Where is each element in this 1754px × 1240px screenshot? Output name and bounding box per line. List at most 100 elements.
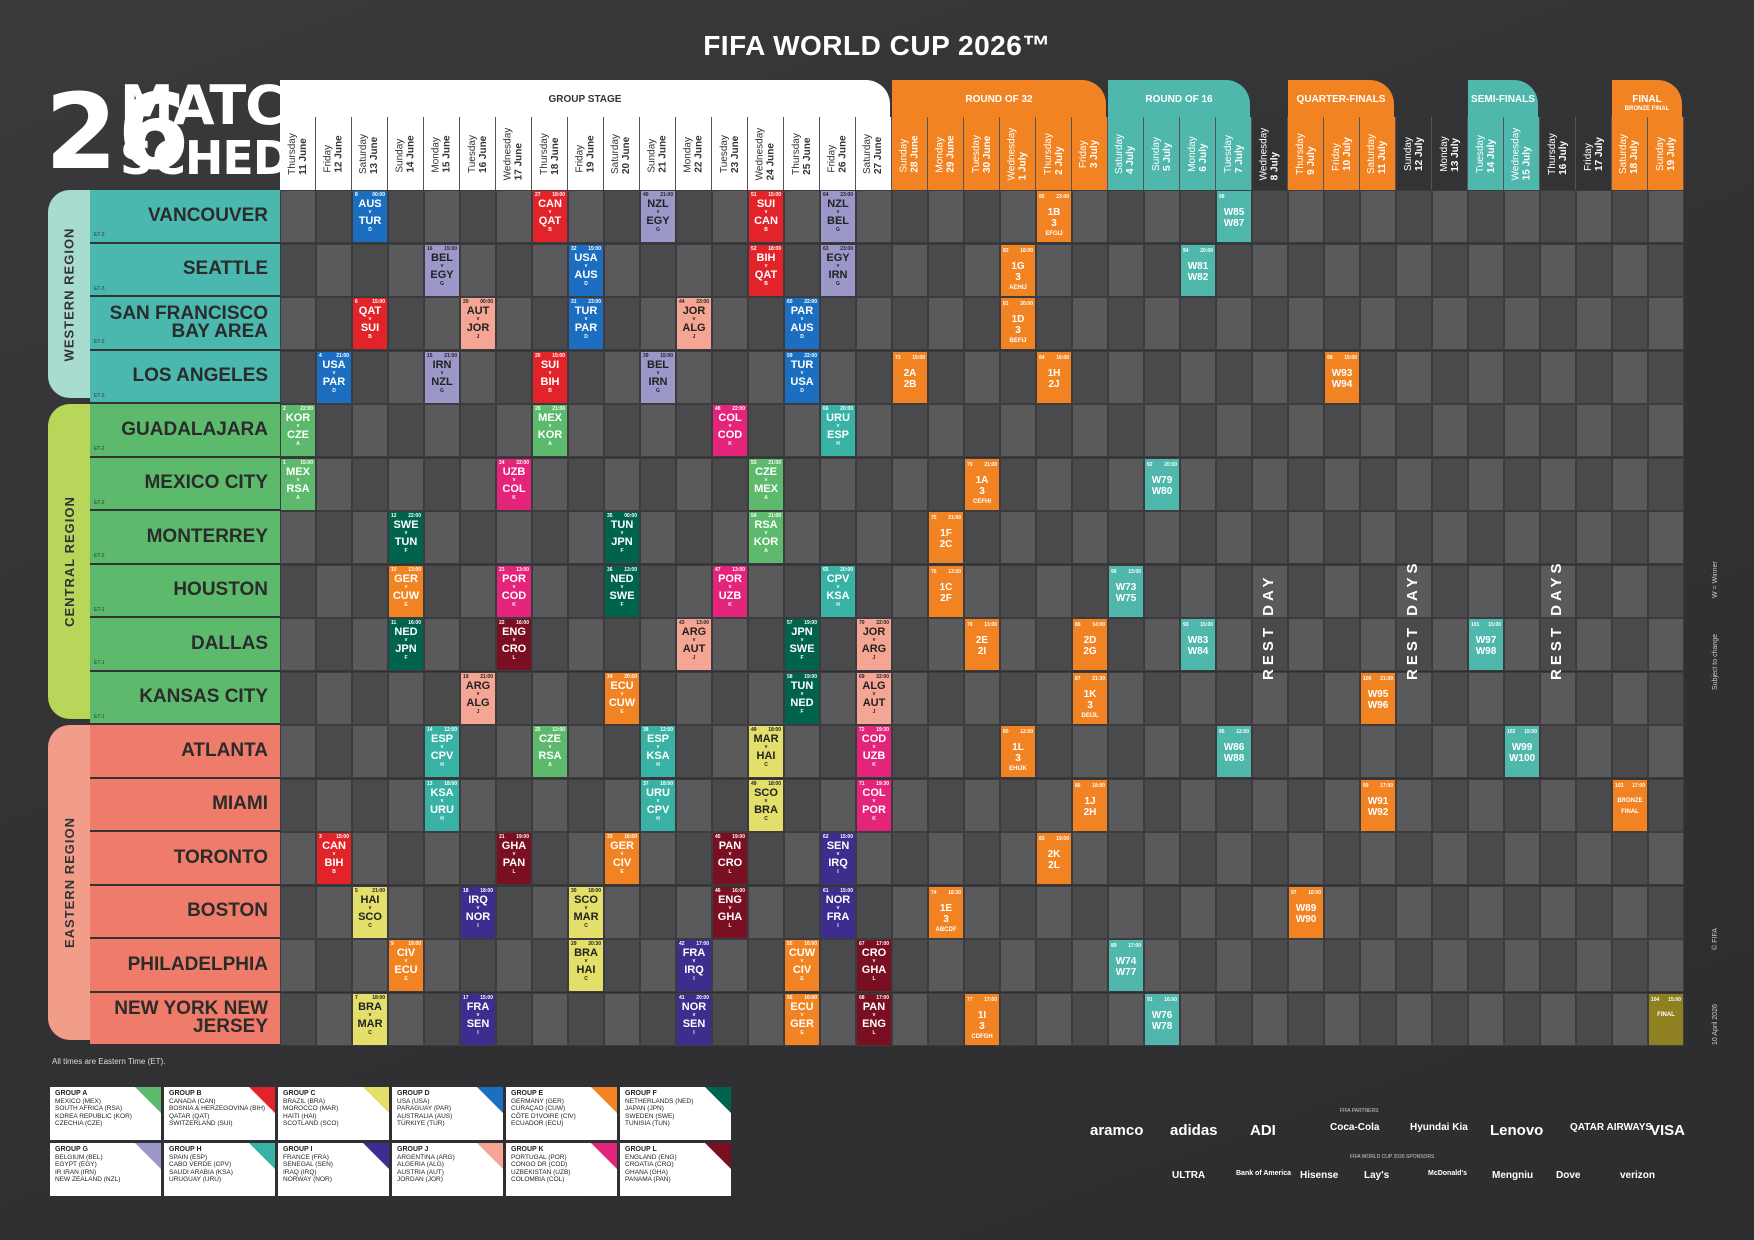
knockout-match-card[interactable]: 93 15:00 W83 W84 xyxy=(1181,619,1215,670)
group-match-card[interactable]: 47 13:00 POR v UZB K xyxy=(713,565,747,617)
group-match-card[interactable]: 49 18:00 MAR v HAI C xyxy=(749,726,783,777)
knockout-match-card[interactable]: 74 16:30 1E 3 ABCDF xyxy=(929,886,963,938)
group-match-card[interactable]: 56 16:00 ECU v GER E xyxy=(785,993,819,1045)
group-match-card[interactable]: 6 15:00 QAT v SUI B xyxy=(353,298,387,349)
group-match-card[interactable]: 49 18:00 SCO v BRA C xyxy=(749,779,783,831)
group-match-card[interactable]: 42 17:00 FRA v IRQ I xyxy=(677,940,711,991)
group-match-card[interactable]: 21 19:00 GHA v PAN L xyxy=(497,833,531,884)
knockout-match-card[interactable]: 82 16:00 1G 3 AEHIJ xyxy=(1001,244,1035,296)
knockout-match-card[interactable]: 97 16:00 W89 W90 xyxy=(1289,886,1323,938)
group-match-card[interactable]: 34 20:00 ECU v CUW E xyxy=(605,672,639,724)
knockout-match-card[interactable]: 73 15:00 2A 2B xyxy=(893,351,927,403)
group-match-card[interactable]: 37 18:00 URU v CPV H xyxy=(641,779,675,831)
group-match-card[interactable]: 9 19:00 CIV v ECU E xyxy=(389,940,423,991)
group-match-card[interactable]: 64 23:00 NZL v BEL G xyxy=(821,191,855,242)
knockout-match-card[interactable]: 86 18:00 1J 2H xyxy=(1073,779,1107,831)
group-match-card[interactable]: 52 18:00 BIH v QAT B xyxy=(749,244,783,296)
group-match-card[interactable]: 57 19:00 JPN v SWE F xyxy=(785,619,819,670)
knockout-match-card[interactable]: 80 12:00 1L 3 EHIJK xyxy=(1001,726,1035,777)
group-match-card[interactable]: 67 17:00 CRO v GHA L xyxy=(857,940,891,991)
group-match-card[interactable]: 26 15:00 SUI v BIH B xyxy=(533,351,567,403)
group-match-card[interactable]: 60 22:00 PAR v AUS D xyxy=(785,298,819,349)
knockout-match-card[interactable]: 103 17:00 BRONZE FINAL xyxy=(1613,779,1647,831)
group-match-card[interactable]: 29 20:30 BRA v HAI C xyxy=(569,940,603,991)
group-match-card[interactable]: 46 16:00 ENG v GHA L xyxy=(713,886,747,938)
group-match-card[interactable]: 62 15:00 SEN v IRQ I xyxy=(821,833,855,884)
group-match-card[interactable]: 2 22:00 KOR v CZE A xyxy=(281,405,315,456)
group-match-card[interactable]: 70 22:00 JOR v ARG J xyxy=(857,619,891,670)
knockout-match-card[interactable]: 98 15:00 W93 W94 xyxy=(1325,351,1359,403)
group-match-card[interactable]: 41 20:00 NOR v SEN I xyxy=(677,993,711,1045)
group-match-card[interactable]: 45 19:00 PAN v CRO L xyxy=(713,833,747,884)
knockout-match-card[interactable]: 92 20:00 W79 W80 xyxy=(1145,458,1179,510)
knockout-match-card[interactable]: 101 15:00 W97 W98 xyxy=(1469,619,1503,670)
group-match-card[interactable]: 23 13:00 POR v COD K xyxy=(497,565,531,617)
group-match-card[interactable]: 24 22:00 UZB v COL K xyxy=(497,458,531,510)
group-match-card[interactable]: 3 15:00 CAN v BIH B xyxy=(317,833,351,884)
knockout-match-card[interactable]: 78 13:00 2E 2I xyxy=(965,619,999,670)
group-match-card[interactable]: 19 21:00 ARG v ALG J xyxy=(461,672,495,724)
knockout-match-card[interactable]: 96 W85 W87 xyxy=(1217,191,1251,242)
group-match-card[interactable]: 44 23:00 JOR v ALG J xyxy=(677,298,711,349)
group-match-card[interactable]: 17 15:00 FRA v SEN I xyxy=(461,993,495,1045)
group-match-card[interactable]: 15 21:00 IRN v NZL G xyxy=(425,351,459,403)
group-match-card[interactable]: 4 21:00 USA v PAR D xyxy=(317,351,351,403)
knockout-match-card[interactable]: 102 15:00 W99 W100 xyxy=(1505,726,1539,777)
knockout-match-card[interactable]: 83 19:00 2K 2L xyxy=(1037,833,1071,884)
group-match-card[interactable]: 25 12:00 CZE v RSA A xyxy=(533,726,567,777)
knockout-match-card[interactable]: 81 20:00 1D 3 BEFIJ xyxy=(1001,298,1035,349)
group-match-card[interactable]: 30 18:00 SCO v MAR C xyxy=(569,886,603,938)
knockout-match-card[interactable]: 75 21:00 1F 2C xyxy=(929,512,963,563)
knockout-match-card[interactable]: 79 21:00 1A 3 CEFHI xyxy=(965,458,999,510)
group-match-card[interactable]: 69 22:00 ALG v AUT J xyxy=(857,672,891,724)
group-match-card[interactable]: 63 23:00 EGY v IRN G xyxy=(821,244,855,296)
group-match-card[interactable]: 33 16:00 GER v CIV E xyxy=(605,833,639,884)
group-match-card[interactable]: 16 15:00 BEL v EGY G xyxy=(425,244,459,296)
group-match-card[interactable]: 20 00:00 AUT v JOR J xyxy=(461,298,495,349)
knockout-match-card[interactable]: 77 17:00 1I 3 CDFGH xyxy=(965,993,999,1045)
group-match-card[interactable]: 55 16:00 CUW v CIV E xyxy=(785,940,819,991)
group-match-card[interactable]: 8 00:00 AUS v TUR D xyxy=(353,191,387,242)
knockout-match-card[interactable]: 94 20:00 W81 W82 xyxy=(1181,244,1215,296)
group-match-card[interactable]: 32 15:00 USA v AUS D xyxy=(569,244,603,296)
knockout-match-card[interactable]: 85 23:00 1B 3 EFGIJ xyxy=(1037,191,1071,242)
group-match-card[interactable]: 35 00:00 TUN v JPN F xyxy=(605,512,639,563)
group-match-card[interactable]: 31 23:00 TUR v PAR D xyxy=(569,298,603,349)
group-match-card[interactable]: 39 15:00 BEL v IRN G xyxy=(641,351,675,403)
group-match-card[interactable]: 65 20:00 CPV v KSA H xyxy=(821,565,855,617)
knockout-match-card[interactable]: 76 13:00 1C 2F xyxy=(929,565,963,617)
group-match-card[interactable]: 59 22:00 TUR v USA D xyxy=(785,351,819,403)
knockout-match-card[interactable]: 99 17:00 W91 W92 xyxy=(1361,779,1395,831)
group-match-card[interactable]: 51 15:00 SUI v CAN B xyxy=(749,191,783,242)
knockout-match-card[interactable]: 100 21:00 W95 W96 xyxy=(1361,672,1395,724)
group-match-card[interactable]: 5 21:00 HAI v SCO C xyxy=(353,886,387,938)
knockout-match-card[interactable]: 95 12:00 W86 W88 xyxy=(1217,726,1251,777)
group-match-card[interactable]: 68 17:00 PAN v ENG L xyxy=(857,993,891,1045)
knockout-match-card[interactable]: 84 16:00 1H 2J xyxy=(1037,351,1071,403)
knockout-match-card[interactable]: 91 16:00 W76 W78 xyxy=(1145,993,1179,1045)
knockout-match-card[interactable]: 88 14:00 2D 2G xyxy=(1073,619,1107,670)
group-match-card[interactable]: 38 12:00 ESP v KSA H xyxy=(641,726,675,777)
knockout-match-card[interactable]: 90 13:00 W73 W75 xyxy=(1109,565,1143,617)
group-match-card[interactable]: 58 19:00 TUN v NED F xyxy=(785,672,819,724)
group-match-card[interactable]: 43 13:00 ARG v AUT J xyxy=(677,619,711,670)
group-match-card[interactable]: 53 21:00 CZE v MEX A xyxy=(749,458,783,510)
group-match-card[interactable]: 10 13:00 GER v CUW E xyxy=(389,565,423,617)
group-match-card[interactable]: 11 16:00 NED v JPN F xyxy=(389,619,423,670)
group-match-card[interactable]: 40 21:00 NZL v EGY G xyxy=(641,191,675,242)
group-match-card[interactable]: 36 13:00 NED v SWE F xyxy=(605,565,639,617)
group-match-card[interactable]: 12 22:00 SWE v TUN F xyxy=(389,512,423,563)
group-match-card[interactable]: 22 16:00 ENG v CRO L xyxy=(497,619,531,670)
group-match-card[interactable]: 54 21:00 RSA v KOR A xyxy=(749,512,783,563)
knockout-match-card[interactable]: 87 21:30 1K 3 DEIJL xyxy=(1073,672,1107,724)
group-match-card[interactable]: 27 18:00 CAN v QAT B xyxy=(533,191,567,242)
group-match-card[interactable]: 14 12:00 ESP v CPV H xyxy=(425,726,459,777)
group-match-card[interactable]: 66 20:00 URU v ESP H xyxy=(821,405,855,456)
group-match-card[interactable]: 48 22:00 COL v COD K xyxy=(713,405,747,456)
group-match-card[interactable]: 71 19:30 COL v POR K xyxy=(857,779,891,831)
group-match-card[interactable]: 1 15:00 MEX v RSA A xyxy=(281,458,315,510)
group-match-card[interactable]: 13 18:00 KSA v URU H xyxy=(425,779,459,831)
knockout-match-card[interactable]: 89 17:00 W74 W77 xyxy=(1109,940,1143,991)
group-match-card[interactable]: 18 18:00 IRQ v NOR I xyxy=(461,886,495,938)
knockout-match-card[interactable]: 104 15:00 FINAL xyxy=(1649,993,1683,1045)
